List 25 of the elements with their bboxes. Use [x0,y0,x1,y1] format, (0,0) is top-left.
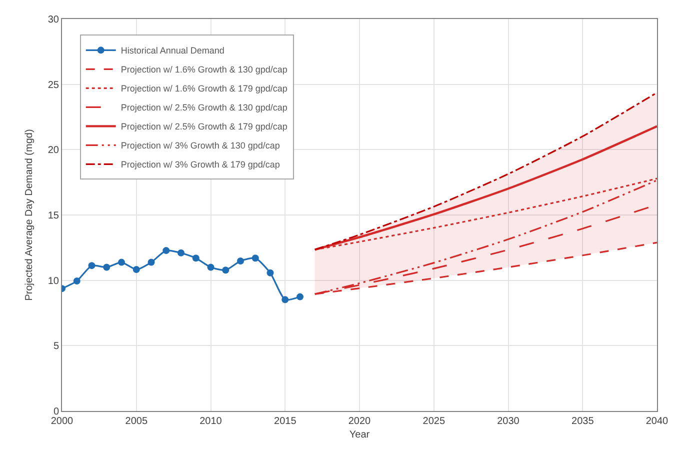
y-tick-label: 5 [53,341,60,352]
y-tick-label: 20 [48,145,60,156]
y-tick-label: 0 [53,406,60,418]
x-tick-label: 2010 [200,416,222,427]
legend-label: Projection w/ 2.5% Growth & 130 gpd/cap [120,102,288,113]
legend-label: Projection w/ 1.6% Growth & 179 gpd/cap [120,84,288,94]
legend-label: Projection w/ 2.5% Growth & 179 gpd/cap [120,122,288,132]
x-tick-label: 2030 [497,416,520,427]
y-tick-label: 25 [48,80,60,91]
y-tick-label: 30 [48,14,60,26]
y-axis-title: Projected Average Day Demand (mgd) [24,129,35,301]
x-tick-label: 2005 [125,416,148,427]
x-tick-label: 2040 [646,416,669,427]
x-tick-label: 2035 [572,416,594,427]
legend-label: Projection w/ 3% Growth & 179 gpd/cap [120,160,280,170]
x-tick-label: 2015 [274,416,297,427]
legend-label: Projection w/ 3% Growth & 130 gpd/cap [120,140,280,151]
legend-label: Historical Annual Demand [120,46,224,56]
y-tick-label: 10 [48,276,60,287]
y-tick-label: 15 [48,210,60,222]
x-axis-title: Year [349,430,370,440]
x-tick-label: 2000 [50,416,74,427]
x-tick-label: 2025 [422,416,446,427]
x-tick-label: 2020 [348,416,372,427]
legend-label: Projection w/ 1.6% Growth & 130 gpd/cap [120,64,288,75]
